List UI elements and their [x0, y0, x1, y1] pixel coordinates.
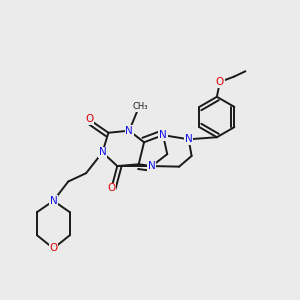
Text: N: N [148, 161, 156, 171]
Text: CH₃: CH₃ [133, 102, 148, 111]
Text: N: N [159, 130, 167, 140]
Text: N: N [99, 147, 106, 158]
Text: N: N [185, 134, 193, 144]
Text: O: O [216, 77, 224, 87]
Text: N: N [125, 126, 133, 136]
Text: O: O [85, 114, 93, 124]
Text: O: O [49, 243, 58, 254]
Text: O: O [107, 183, 116, 193]
Text: N: N [50, 196, 57, 206]
